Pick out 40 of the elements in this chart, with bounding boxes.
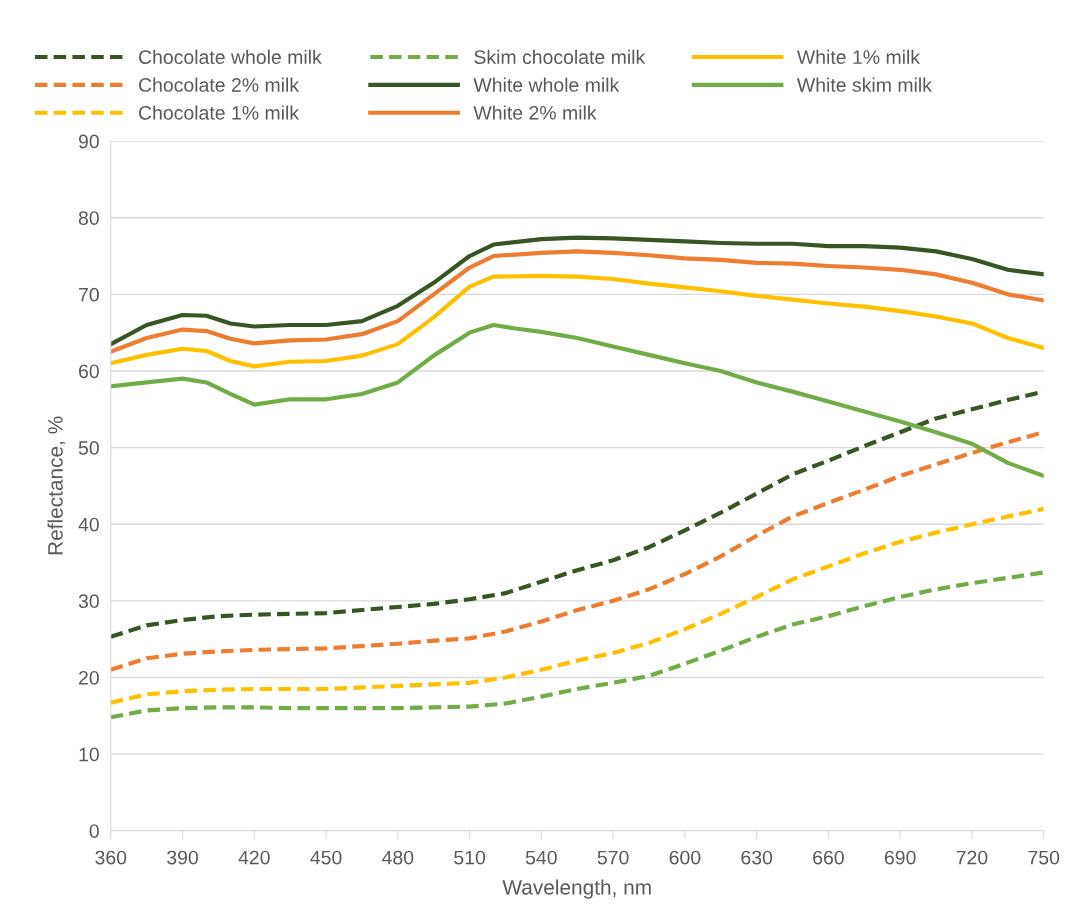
line-series [110, 570, 1044, 720]
x-tick-label: 540 [525, 850, 557, 865]
x-tick-label: 750 [1028, 850, 1060, 865]
y-tick-label: 10 [79, 747, 99, 762]
x-tick-label: 630 [741, 850, 773, 865]
legend-label: White 2% milk [473, 105, 597, 120]
y-tick-label: 70 [79, 287, 99, 302]
legend-label: White 1% milk [796, 49, 921, 65]
legend-label: White skim milk [796, 77, 932, 92]
legend-label: Chocolate 2% milk [139, 77, 300, 92]
legend-label: Chocolate whole milk [139, 49, 322, 65]
y-tick-label: 20 [79, 670, 99, 685]
y-tick-label: 30 [78, 594, 99, 609]
line-series [110, 249, 1044, 354]
line-series [110, 273, 1044, 369]
x-tick-label: 660 [813, 850, 844, 865]
y-tick-label: 50 [78, 441, 99, 455]
x-tick-label: 570 [597, 850, 629, 865]
x-tick-label: 420 [238, 850, 270, 865]
line-series [110, 506, 1044, 705]
legend-label: Skim chocolate milk [474, 49, 646, 65]
x-tick-label: 600 [669, 850, 701, 865]
legend-label: White whole milk [473, 77, 620, 92]
line-series [110, 322, 1044, 479]
y-tick-label: 60 [79, 364, 99, 379]
x-tick-label: 720 [956, 850, 988, 865]
x-tick-label: 450 [310, 850, 342, 865]
x-axis-title: Wavelength, nm [502, 879, 651, 899]
y-axis-title: Reflectance, % [47, 416, 66, 555]
x-tick-label: 390 [167, 850, 198, 865]
y-tick-label: 90 [78, 134, 99, 149]
y-tick-label: 0 [89, 824, 99, 838]
x-tick-label: 690 [884, 850, 916, 865]
y-tick-label: 80 [78, 211, 99, 225]
x-tick-label: 480 [382, 850, 414, 865]
y-tick-label: 40 [78, 517, 99, 532]
legend-label: Chocolate 1% milk [139, 105, 300, 120]
x-tick-label: 510 [454, 850, 486, 865]
x-tick-label: 360 [95, 850, 127, 865]
line-series [110, 235, 1044, 347]
